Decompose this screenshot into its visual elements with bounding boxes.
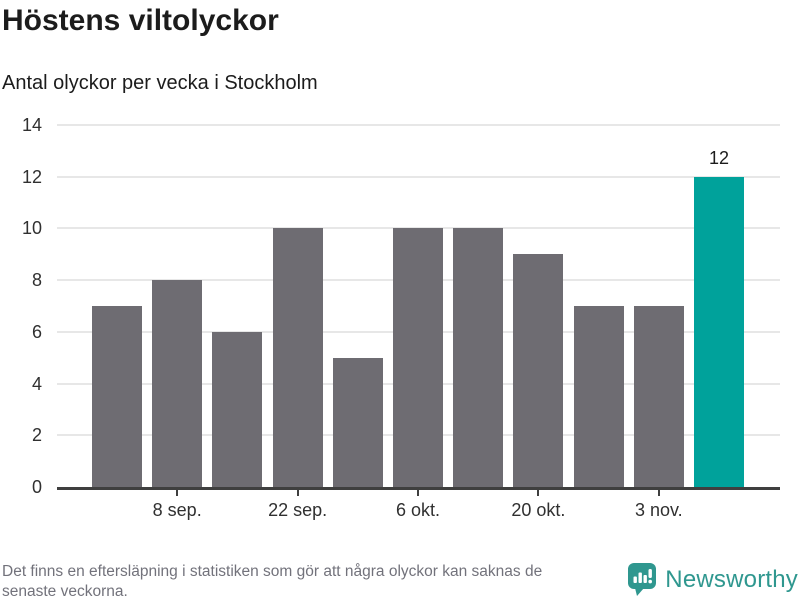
chart-title: Höstens viltolyckor [2, 4, 279, 37]
grid-line [57, 175, 780, 178]
bar [573, 306, 624, 487]
newsworthy-logo: Newsworthy [628, 563, 798, 596]
y-tick-label: 10 [21, 218, 42, 239]
x-tick-label: 22 sep. [268, 500, 328, 520]
chart-subtitle: Antal olyckor per vecka i Stockholm [2, 72, 318, 94]
bar [694, 176, 744, 487]
bar [453, 228, 504, 487]
newsworthy-logo-text: Newsworthy [665, 565, 798, 593]
x-axis-tick [176, 490, 179, 496]
x-tick-label: 20 okt. [511, 500, 566, 520]
y-tick-label: 6 [31, 321, 42, 342]
x-axis-tick [417, 490, 419, 496]
bar [633, 306, 684, 487]
grid-line [57, 124, 780, 126]
plot-area: 12 0 2 4 6 8 10 12 14 8 sep. 22 sep. 6 okt. 20 okt. 3… [22, 115, 780, 520]
x-axis-line [57, 487, 780, 490]
y-tick-label: 2 [31, 425, 42, 446]
bar-value-label: 12 [708, 147, 730, 168]
bar [92, 306, 142, 487]
y-tick-label: 8 [31, 270, 42, 291]
bar [393, 228, 443, 487]
footnote-line-2: senaste veckorna. [2, 583, 128, 600]
footnote: Det finns en eftersläpning i statistiken… [2, 562, 634, 600]
y-tick-label: 14 [21, 115, 42, 135]
bar [513, 254, 564, 487]
footnote-line-1: Det finns en eftersläpning i statistiken… [2, 563, 543, 580]
bar [212, 331, 263, 487]
x-tick-label: 6 okt. [395, 500, 441, 520]
x-tick-label: 3 nov. [634, 500, 683, 520]
x-tick-label: 8 sep. [152, 500, 202, 520]
y-tick-label: 0 [31, 477, 42, 497]
newsworthy-logo-icon [628, 563, 657, 596]
y-tick-label: 12 [21, 166, 42, 187]
bar [152, 280, 203, 487]
x-axis-tick [657, 490, 660, 496]
y-tick-label: 4 [31, 373, 42, 394]
x-axis-tick [296, 490, 299, 496]
bar [272, 228, 323, 487]
bar [332, 357, 383, 487]
x-axis-tick [537, 490, 540, 496]
